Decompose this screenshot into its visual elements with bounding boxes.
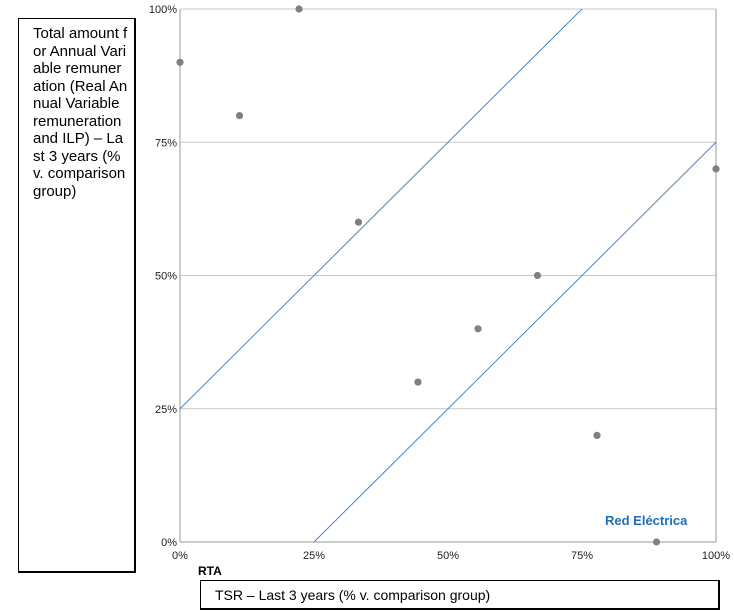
data-point: [593, 431, 601, 439]
y-tick-labels: 0% 25% 50% 75% 100%: [149, 4, 177, 549]
y-axis-label: Total amount for Annual Variable remuner…: [33, 25, 128, 200]
y-tick-label: 0%: [161, 537, 177, 549]
x-tick-labels: 0% 25% 50% 75% 100%: [172, 550, 730, 562]
data-point: [652, 538, 661, 546]
data-points: [176, 5, 720, 546]
x-tick-label: 100%: [702, 550, 730, 562]
reference-line-2: [313, 141, 717, 543]
y-tick-label: 100%: [149, 4, 177, 16]
data-point: [712, 165, 720, 173]
data-point: [176, 58, 184, 66]
y-tick-label: 50%: [155, 271, 177, 283]
data-point: [414, 378, 422, 386]
annotation-red-electrica: Red Eléctrica: [605, 513, 688, 528]
x-axis-label: TSR – Last 3 years (% v. comparison grou…: [215, 587, 491, 603]
reference-lines: [179, 8, 717, 543]
x-tick-label: 0%: [172, 550, 188, 562]
reference-line-1: [179, 8, 583, 410]
axes: [179, 9, 717, 543]
y-tick-label: 75%: [155, 137, 177, 149]
y-tick-label: 25%: [155, 404, 177, 416]
data-point: [533, 271, 542, 280]
x-tick-label: 25%: [303, 550, 325, 562]
gridlines: [180, 8, 716, 543]
y-axis-label-box: Total amount for Annual Variable remuner…: [18, 18, 136, 573]
data-point: [474, 325, 482, 333]
data-point: [354, 218, 363, 226]
x-axis-label-box: TSR – Last 3 years (% v. comparison grou…: [200, 580, 720, 610]
x-tick-label: 75%: [571, 550, 593, 562]
data-point: [295, 5, 303, 13]
x-tick-label: 50%: [437, 550, 459, 562]
data-point: [235, 112, 244, 120]
partially-hidden-x-label: RTA: [198, 564, 222, 578]
